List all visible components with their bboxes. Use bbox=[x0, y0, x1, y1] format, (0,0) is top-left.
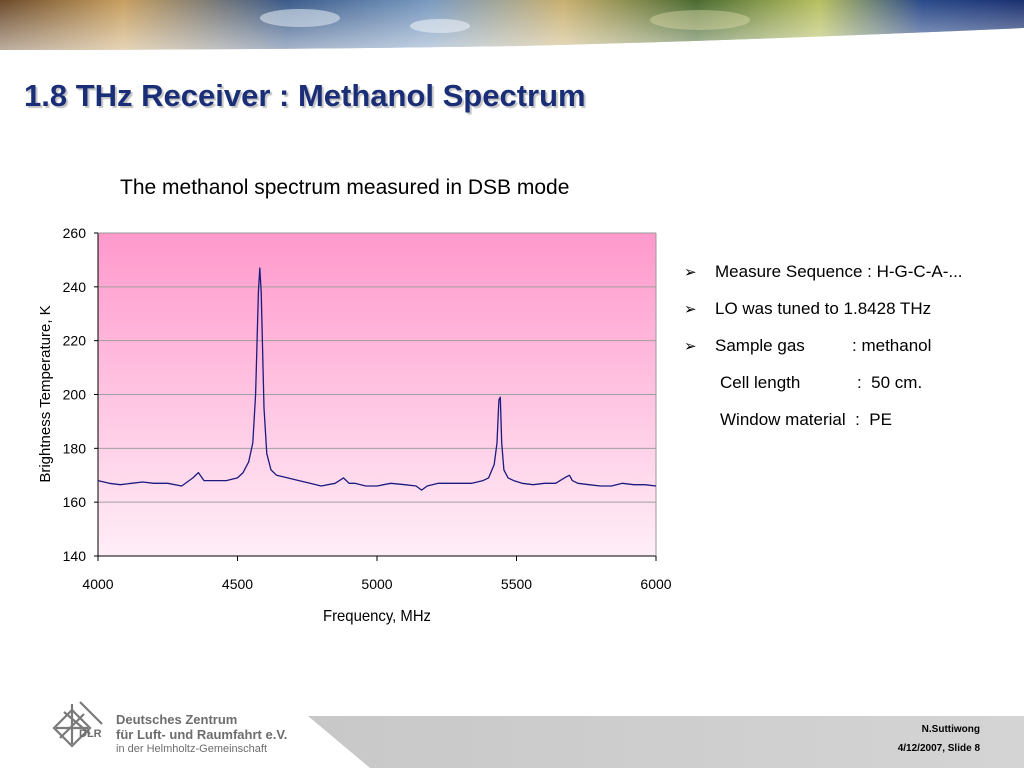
header-banner bbox=[0, 0, 1024, 50]
bullet-item: ➢ Sample gas : methanol bbox=[684, 334, 963, 371]
chart-title: The methanol spectrum measured in DSB mo… bbox=[120, 176, 570, 199]
y-tick-label: 180 bbox=[63, 440, 87, 456]
bullet-item: Cell length : 50 cm. bbox=[684, 371, 963, 408]
x-axis-label: Frequency, MHz bbox=[323, 608, 431, 625]
y-tick-label: 140 bbox=[63, 548, 87, 564]
org-name-line1: Deutsches Zentrum bbox=[116, 712, 238, 727]
author-name: N.Suttiwong bbox=[921, 724, 980, 735]
axis-ticks: 140 160 180 200 220 240 260 4000 4500 5000 5500 600… bbox=[63, 225, 672, 592]
bullet-text: Cell length : 50 cm. bbox=[720, 373, 923, 392]
bullet-text: Measure Sequence : H-G-C-A-... bbox=[715, 262, 963, 281]
series-layer bbox=[97, 267, 657, 491]
arrow-bullet-icon: ➢ bbox=[684, 301, 697, 318]
y-tick-label: 160 bbox=[63, 494, 87, 510]
bullet-item: Window material : PE bbox=[684, 408, 963, 445]
date-and-slide-number: 4/12/2007, Slide 8 bbox=[897, 743, 980, 754]
slide-title: 1.8 THz Receiver : Methanol Spectrum bbox=[24, 78, 586, 113]
dlr-logo-icon bbox=[52, 701, 103, 748]
y-tick-label: 260 bbox=[63, 225, 87, 241]
x-tick-label: 6000 bbox=[640, 576, 671, 592]
bullet-text: LO was tuned to 1.8428 THz bbox=[715, 299, 932, 318]
spectrum-series-line bbox=[97, 267, 657, 491]
footer-band bbox=[308, 716, 1024, 768]
bullet-item: ➢ LO was tuned to 1.8428 THz bbox=[684, 297, 963, 334]
y-tick-label: 220 bbox=[63, 333, 87, 349]
x-tick-label: 5500 bbox=[501, 576, 532, 592]
x-tick-label: 4000 bbox=[82, 576, 113, 592]
bullet-item: ➢ Measure Sequence : H-G-C-A-... bbox=[684, 260, 963, 297]
logo-abbreviation: DLR bbox=[79, 728, 102, 740]
x-tick-label: 4500 bbox=[222, 576, 253, 592]
arrow-bullet-icon: ➢ bbox=[684, 264, 697, 281]
arrow-bullet-icon: ➢ bbox=[684, 338, 697, 355]
bullet-text: Window material : PE bbox=[720, 410, 892, 429]
y-axis-label: Brightness Temperature, K bbox=[37, 305, 54, 482]
org-name-line2: für Luft- und Raumfahrt e.V. bbox=[116, 727, 288, 742]
bullet-text: Sample gas : methanol bbox=[715, 336, 932, 355]
y-tick-label: 240 bbox=[63, 279, 87, 295]
x-tick-label: 5000 bbox=[361, 576, 392, 592]
y-tick-label: 200 bbox=[63, 387, 87, 403]
org-name-line3: in der Helmholtz-Gemeinschaft bbox=[116, 743, 268, 755]
bullet-list: ➢ Measure Sequence : H-G-C-A-... ➢ LO was t… bbox=[684, 260, 963, 445]
